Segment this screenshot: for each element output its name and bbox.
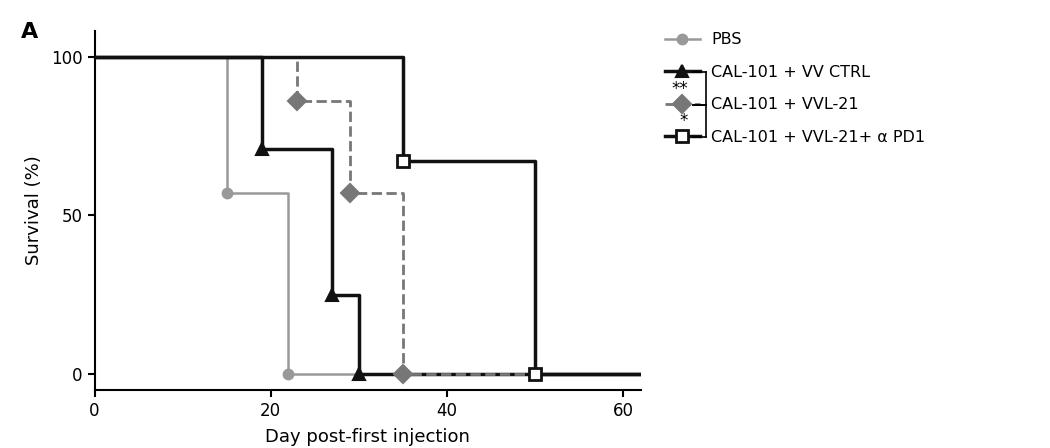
Text: *: *	[679, 112, 688, 130]
Legend: PBS, CAL-101 + VV CTRL, CAL-101 + VVL-21, CAL-101 + VVL-21+ α PD1: PBS, CAL-101 + VV CTRL, CAL-101 + VVL-21…	[665, 32, 925, 145]
Y-axis label: Survival (%): Survival (%)	[25, 156, 43, 265]
Text: A: A	[21, 22, 38, 43]
X-axis label: Day post-first injection: Day post-first injection	[265, 428, 470, 446]
Text: **: **	[671, 80, 688, 98]
